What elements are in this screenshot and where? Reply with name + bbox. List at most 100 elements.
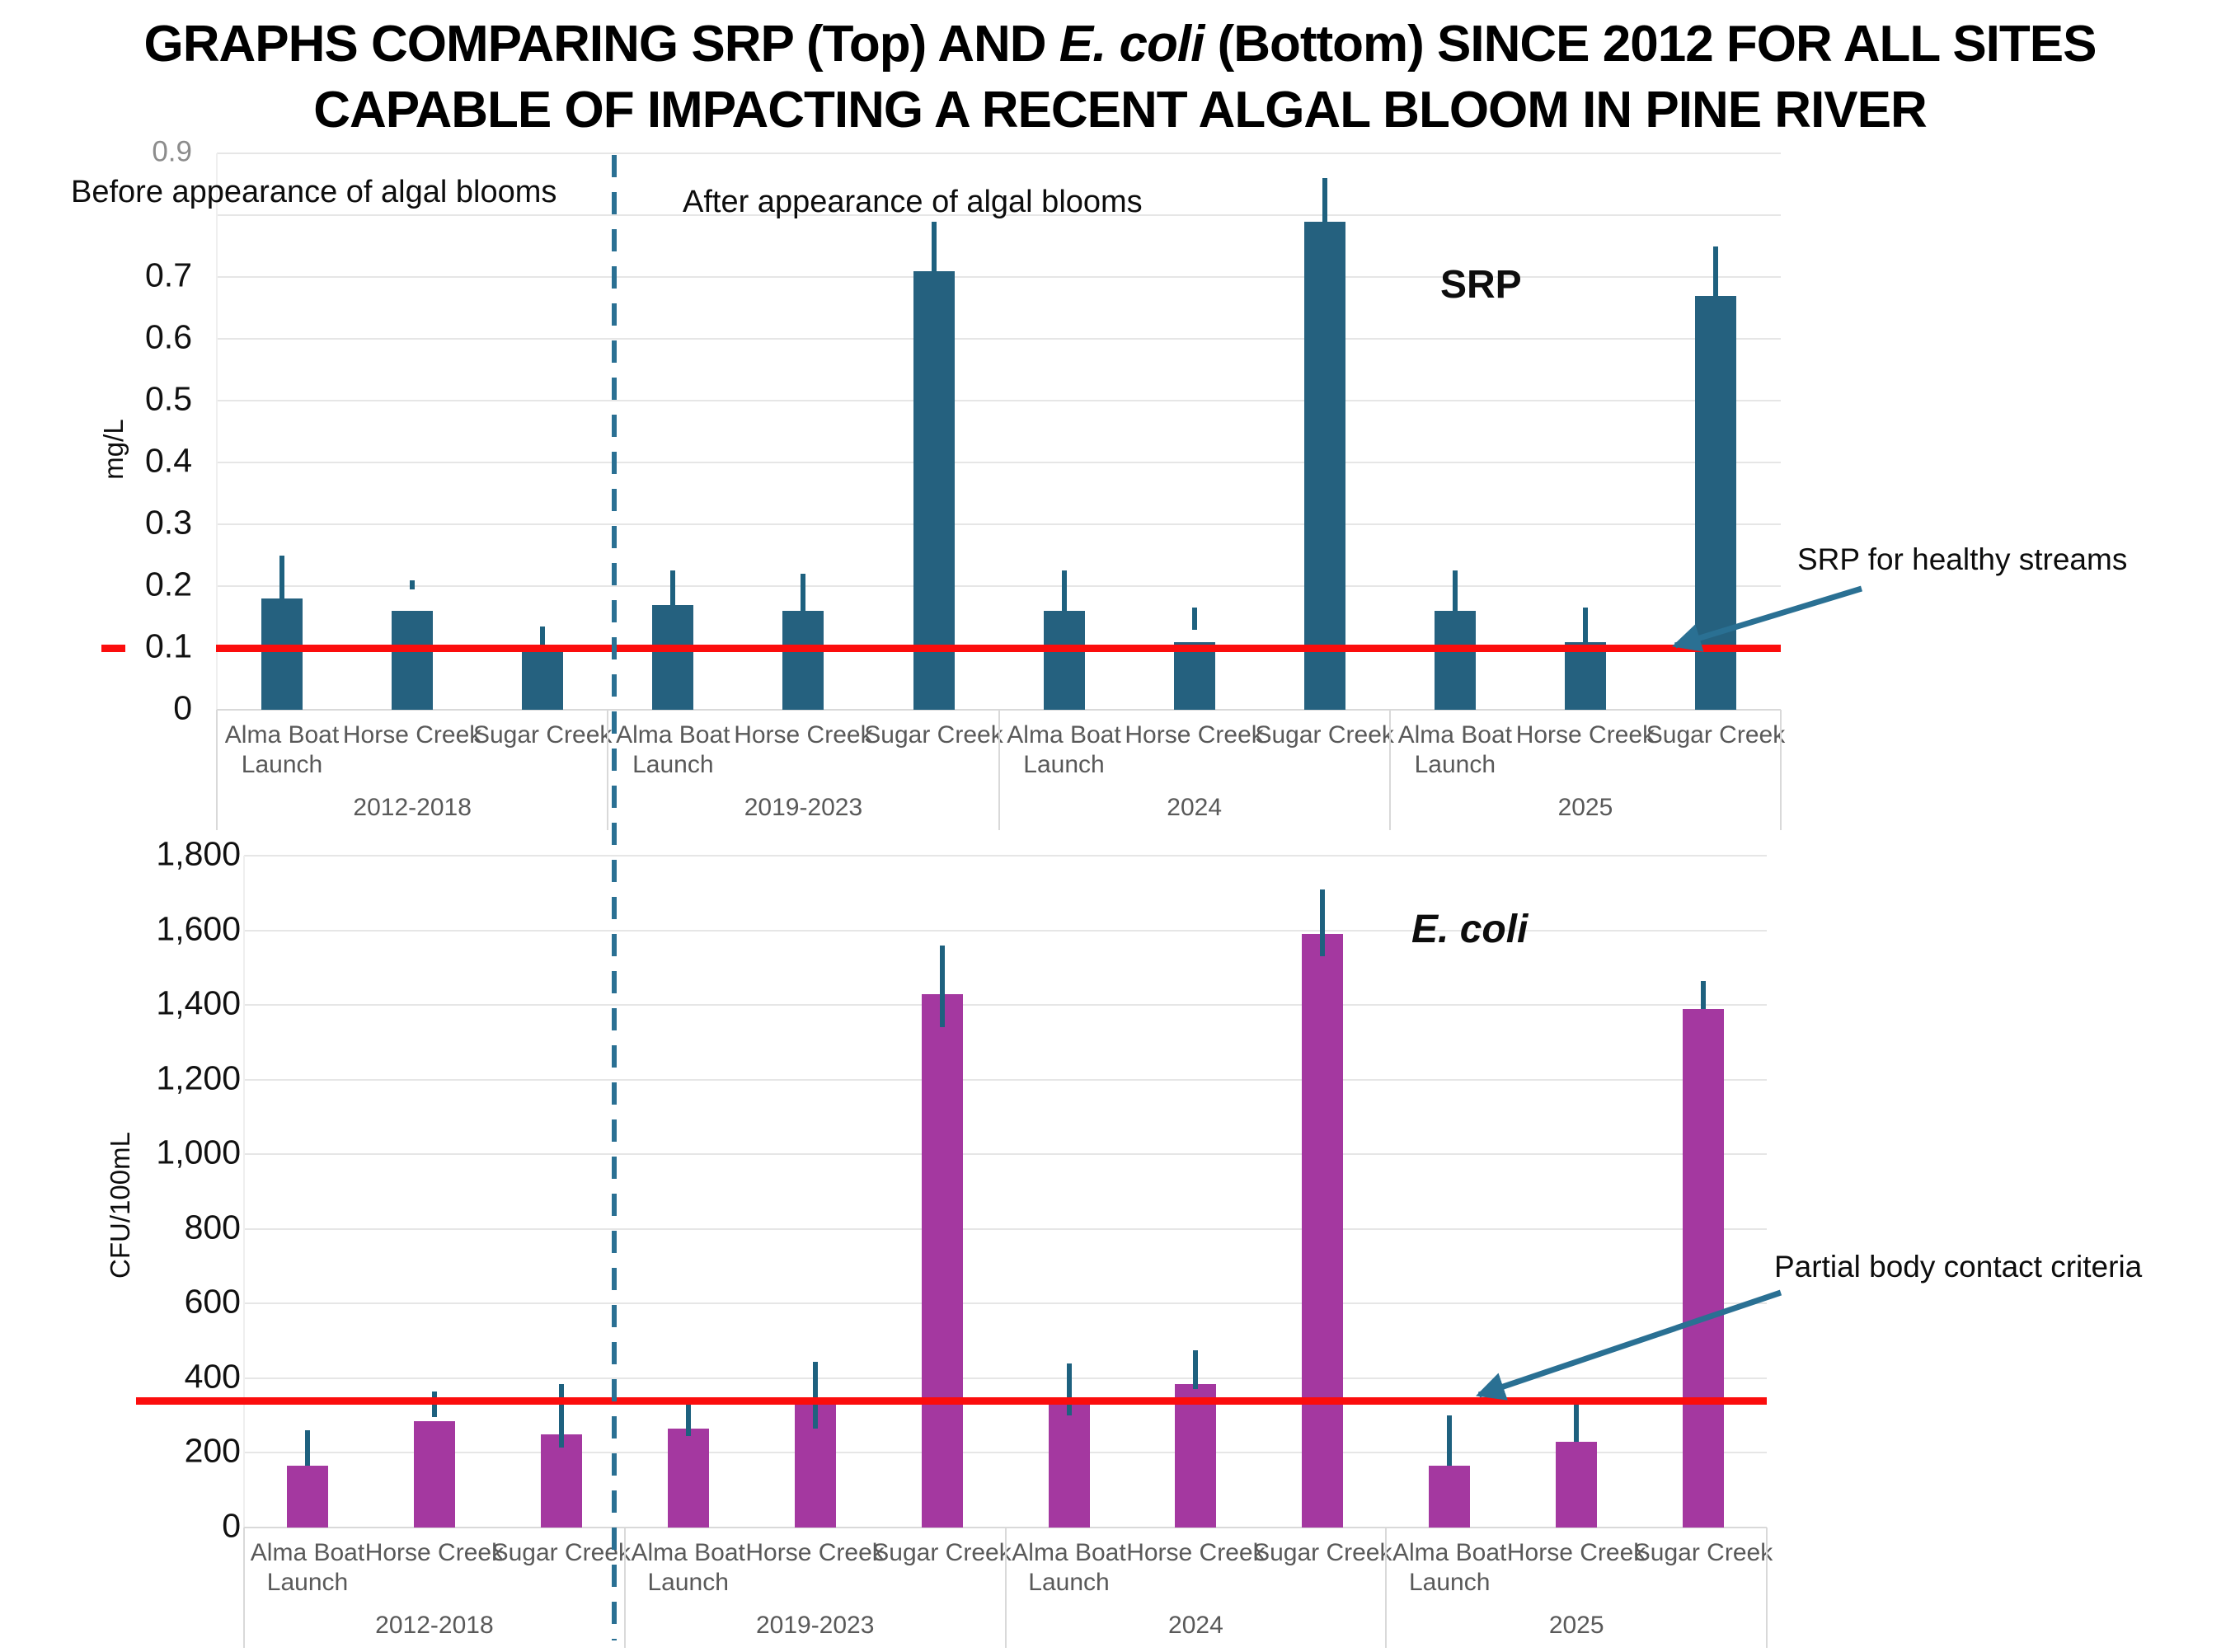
group-label: 2019-2023 xyxy=(744,794,863,821)
y-tick-label: 0.9 xyxy=(152,135,192,168)
ecoli-threshold-arrow-icon xyxy=(1476,1289,1782,1401)
x-tick-label: Sugar Creek xyxy=(864,721,1003,749)
error-bar xyxy=(812,1361,818,1429)
group-label: 2024 xyxy=(1167,794,1223,821)
y-tick-label: 1,200 xyxy=(156,1058,241,1097)
x-tick-label: Alma Boat Launch xyxy=(1007,721,1121,778)
x-tick-label: Sugar Creek xyxy=(491,1539,631,1566)
bar xyxy=(1434,611,1476,710)
gridline xyxy=(217,153,1781,154)
x-tick-label: Sugar Creek xyxy=(1646,721,1786,749)
error-bar xyxy=(1066,1363,1072,1416)
error-bar xyxy=(1061,570,1067,612)
error-bar xyxy=(1582,608,1588,642)
error-bar xyxy=(1322,178,1327,222)
gridline xyxy=(244,1153,1767,1156)
y-axis-line xyxy=(243,856,245,1528)
x-tick-label: Horse Creek xyxy=(745,1539,885,1566)
error-bar xyxy=(1193,1349,1199,1390)
x-tick-label: Sugar Creek xyxy=(1633,1539,1773,1566)
label-band-divider xyxy=(243,1528,245,1648)
error-bar xyxy=(1320,889,1326,957)
bar xyxy=(1556,1441,1598,1528)
x-tick-label: Sugar Creek xyxy=(1255,721,1394,749)
y-tick-label: 1,600 xyxy=(156,909,241,948)
y-tick-label: 0.1 xyxy=(145,627,192,665)
x-tick-label: Sugar Creek xyxy=(1253,1539,1392,1566)
bar xyxy=(1564,641,1606,710)
label-band-divider xyxy=(607,710,609,830)
bar xyxy=(287,1466,328,1528)
gridline xyxy=(244,1302,1767,1305)
gridline xyxy=(244,1078,1767,1081)
gridline xyxy=(217,276,1781,278)
title-line2: CAPABLE OF IMPACTING A RECENT ALGAL BLOO… xyxy=(313,82,1928,138)
bar xyxy=(1175,1383,1217,1528)
label-band-divider xyxy=(1780,710,1782,830)
error-bar xyxy=(939,945,945,1028)
label-band-divider xyxy=(216,710,218,830)
y-axis-title: CFU/100mL xyxy=(105,1132,135,1279)
x-tick-label: Alma Boat Launch xyxy=(1012,1539,1126,1596)
error-bar xyxy=(305,1430,310,1467)
y-tick-label: 0.4 xyxy=(145,441,192,480)
group-label: 2024 xyxy=(1168,1612,1223,1639)
gridline xyxy=(244,1004,1767,1007)
y-tick-label: 0.7 xyxy=(145,256,192,294)
y-tick-label: 400 xyxy=(184,1357,241,1396)
x-tick-label: Horse Creek xyxy=(1506,1539,1646,1566)
y-tick-label: 0 xyxy=(173,688,192,727)
gridline xyxy=(217,400,1781,401)
bar xyxy=(913,270,955,710)
y-tick-label: 1,800 xyxy=(156,834,241,873)
y-tick-label: 0.5 xyxy=(145,379,192,418)
y-axis-line xyxy=(216,153,218,710)
x-tick-label: Alma Boat Launch xyxy=(631,1539,745,1596)
gridline xyxy=(217,338,1781,340)
x-tick-label: Alma Boat Launch xyxy=(224,721,340,778)
bar xyxy=(392,611,434,710)
y-tick-label: 0.2 xyxy=(145,565,192,603)
error-bar xyxy=(685,1396,691,1436)
threshold-line xyxy=(216,645,1781,652)
x-tick-label: Sugar Creek xyxy=(472,721,613,749)
error-bar xyxy=(1701,980,1706,1009)
y-tick-label: 0.6 xyxy=(145,317,192,356)
y-tick-label: 0.3 xyxy=(145,503,192,542)
x-tick-label: Horse Creek xyxy=(1126,1539,1266,1566)
error-bar xyxy=(410,580,416,589)
error-bar xyxy=(1191,608,1197,630)
gridline xyxy=(244,1452,1767,1454)
bar xyxy=(1048,1404,1090,1528)
x-tick-label: Alma Boat Launch xyxy=(1397,721,1512,778)
gridline xyxy=(244,855,1767,857)
after-blooms-label: After appearance of algal blooms xyxy=(683,185,1143,219)
x-tick-label: Sugar Creek xyxy=(872,1539,1012,1566)
srp-threshold-arrow-icon xyxy=(1671,585,1863,652)
label-band-divider xyxy=(1388,710,1391,830)
y-tick-label: 1,400 xyxy=(156,983,241,1022)
label-band-divider xyxy=(1004,1528,1007,1648)
gridline xyxy=(244,1377,1767,1379)
y-tick-label: 600 xyxy=(184,1282,241,1321)
bar xyxy=(1429,1466,1471,1528)
bar xyxy=(1303,221,1345,710)
error-bar xyxy=(540,626,546,649)
ecoli-series-label: E. coli xyxy=(1411,908,1529,951)
threshold-line xyxy=(101,645,125,652)
error-bar xyxy=(1452,570,1458,612)
label-band-divider xyxy=(1766,1528,1768,1648)
group-label: 2019-2023 xyxy=(755,1612,875,1639)
page-title: GRAPHS COMPARING SRP (Top) AND E. coli (… xyxy=(8,12,2232,143)
bar xyxy=(1302,934,1344,1528)
error-bar xyxy=(1574,1404,1580,1442)
bar xyxy=(667,1429,709,1528)
y-tick-label: 800 xyxy=(184,1208,241,1246)
label-band-divider xyxy=(998,710,1000,830)
x-tick-label: Horse Creek xyxy=(1125,721,1264,749)
x-tick-label: Alma Boat Launch xyxy=(250,1539,365,1596)
bar xyxy=(921,993,963,1528)
y-tick-label: 200 xyxy=(184,1432,241,1471)
x-tick-label: Horse Creek xyxy=(342,721,482,749)
